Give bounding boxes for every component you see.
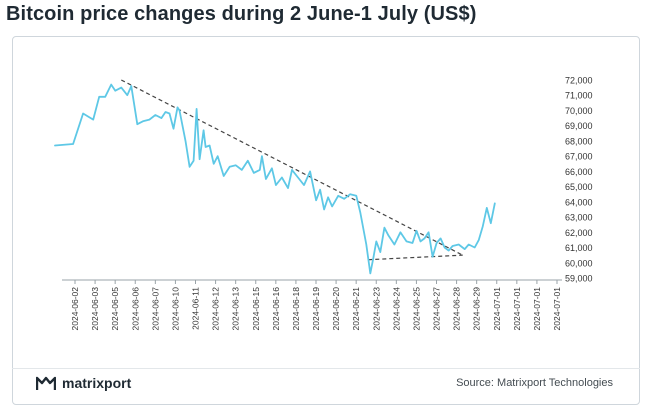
y-axis: 59,000 60,000 61,000 62,000 63,000 64,000 65,0… [565,76,593,284]
y-tick-label: 62,000 [565,228,593,238]
x-tick-label: 2024-07-01 [552,287,562,331]
x-tick-label: 2024-06-03 [90,287,100,331]
footer-divider [12,368,640,369]
source-note: Source: Matrixport Technologies [456,377,613,389]
y-tick-label: 65,000 [565,182,593,192]
x-tick-label: 2024-07-01 [492,287,502,331]
x-tick-label: 2024-06-27 [432,287,442,331]
y-tick-label: 64,000 [565,197,593,207]
y-tick-label: 70,000 [565,106,593,116]
x-tick-label: 2024-06-13 [231,287,241,331]
trendline [121,79,463,256]
brand-name: matrixport [62,375,132,391]
x-tick-label: 2024-06-21 [351,287,361,331]
trendline [368,254,463,261]
x-tick-label: 2024-06-23 [371,287,381,331]
x-tick-label: 2024-06-12 [211,287,221,331]
chart-frame [12,36,640,405]
x-tick-label: 2024-06-02 [70,287,80,331]
y-tick-label: 63,000 [565,213,593,223]
y-tick-label: 60,000 [565,258,593,268]
y-tick-label: 61,000 [565,243,593,253]
x-tick-label: 2024-06-25 [411,287,421,331]
x-tick-label: 2024-07-01 [532,287,542,331]
x-tick-label: 2024-06-11 [191,287,201,330]
x-tick-label: 2024-06-05 [110,287,120,331]
x-axis: 2024-06-02 2024-06-03 2024-06-05 2024-06-06… [62,279,562,331]
y-tick-label: 59,000 [565,274,593,284]
x-tick-label: 2024-07-01 [512,287,522,331]
x-tick-label: 2024-06-19 [311,287,321,331]
y-tick-label: 66,000 [565,167,593,177]
x-tick-label: 2024-06-15 [251,287,261,331]
x-tick-label: 2024-06-16 [271,287,281,331]
series-layer [54,83,496,275]
y-tick-label: 68,000 [565,136,593,146]
brand-logo: matrixport [36,375,131,391]
y-tick-label: 69,000 [565,121,593,131]
page-title: Bitcoin price changes during 2 June-1 Ju… [6,3,477,25]
x-tick-label: 2024-06-24 [391,287,401,331]
matrixport-logo-icon [36,376,56,390]
y-tick-label: 71,000 [565,91,593,101]
y-tick-label: 67,000 [565,152,593,162]
x-tick-label: 2024-06-29 [472,287,482,331]
x-tick-label: 2024-06-18 [291,287,301,331]
x-tick-label: 2024-06-06 [130,287,140,331]
x-tick-label: 2024-06-20 [331,287,341,331]
price-series-line [54,83,496,275]
x-tick-label: 2024-06-10 [170,287,180,331]
x-tick-label: 2024-06-07 [150,287,160,331]
x-tick-label: 2024-06-28 [452,287,462,331]
y-tick-label: 72,000 [565,76,593,86]
